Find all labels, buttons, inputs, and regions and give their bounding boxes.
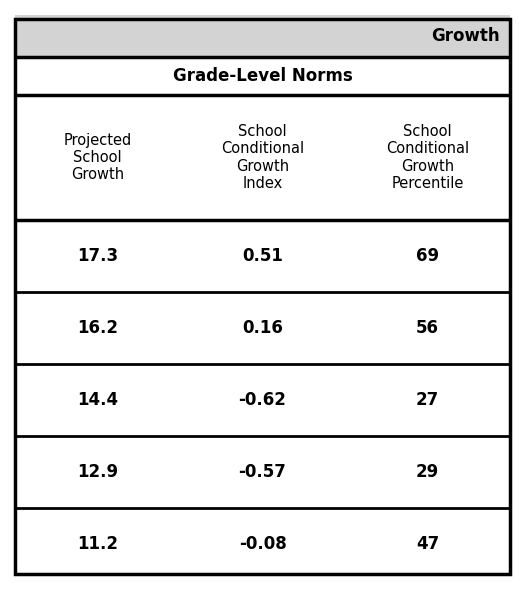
Bar — [15, 95, 510, 220]
Text: Grade-Level Norms: Grade-Level Norms — [173, 67, 352, 85]
Bar — [15, 436, 510, 508]
Bar — [15, 508, 510, 580]
Text: School
Conditional
Growth
Index: School Conditional Growth Index — [221, 124, 304, 191]
Text: 0.51: 0.51 — [242, 247, 283, 265]
Text: 12.9: 12.9 — [77, 463, 118, 481]
Text: 14.4: 14.4 — [77, 391, 118, 409]
Text: 16.2: 16.2 — [77, 319, 118, 337]
Bar — [15, 364, 510, 436]
Text: Projected
School
Growth: Projected School Growth — [64, 133, 132, 183]
Text: -0.57: -0.57 — [238, 463, 287, 481]
Text: 69: 69 — [416, 247, 439, 265]
Text: 47: 47 — [416, 535, 439, 553]
Text: -0.08: -0.08 — [239, 535, 286, 553]
Bar — [15, 15, 510, 57]
Text: Growth: Growth — [432, 27, 500, 45]
Bar — [15, 57, 510, 95]
Text: 27: 27 — [416, 391, 439, 409]
Bar — [15, 292, 510, 364]
Text: -0.62: -0.62 — [238, 391, 287, 409]
Text: 17.3: 17.3 — [77, 247, 118, 265]
Text: 0.16: 0.16 — [242, 319, 283, 337]
Bar — [15, 220, 510, 292]
Text: 29: 29 — [416, 463, 439, 481]
Text: School
Conditional
Growth
Percentile: School Conditional Growth Percentile — [386, 124, 469, 191]
Text: 11.2: 11.2 — [77, 535, 118, 553]
Text: 56: 56 — [416, 319, 439, 337]
